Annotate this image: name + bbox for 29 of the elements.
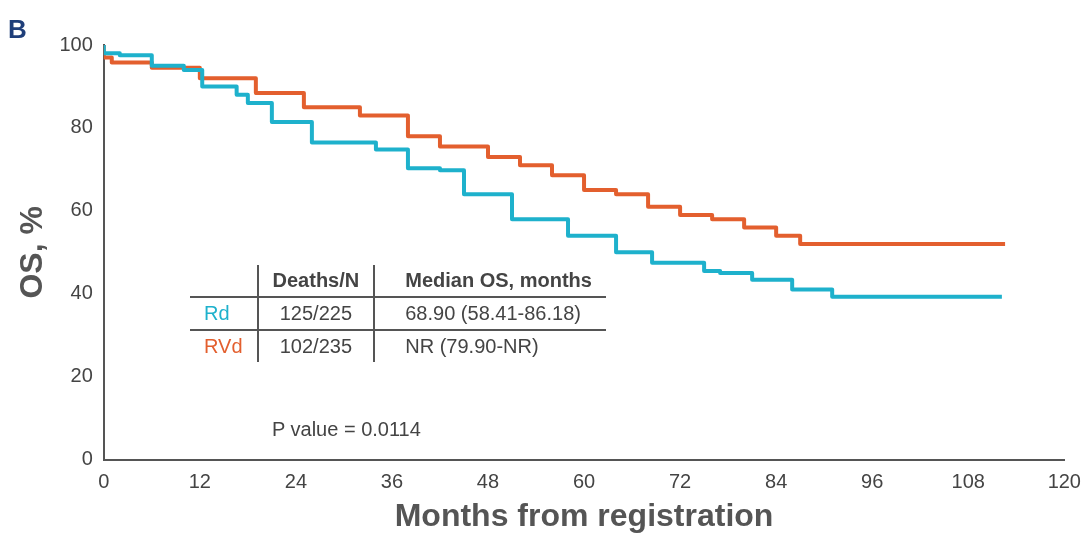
x-tick-label: 72	[668, 470, 692, 493]
y-axis-title: OS, %	[13, 206, 50, 299]
x-tick-label: 108	[951, 470, 985, 493]
text: B	[8, 14, 27, 45]
x-tick-label: 48	[476, 470, 500, 493]
y-tick-label: 60	[70, 198, 93, 221]
y-tick-label: 0	[81, 447, 93, 470]
x-tick-label: 36	[380, 470, 404, 493]
annotation: 68.90 (58.41-86.18)	[374, 297, 606, 330]
x-tick-label: 96	[861, 470, 884, 493]
y-tick-label: 80	[70, 115, 93, 138]
x-tick-label: 120	[1047, 470, 1081, 493]
x-tick-label: 60	[572, 470, 596, 493]
x-tick-label: 0	[98, 470, 110, 493]
x-tick-label: 84	[765, 470, 788, 493]
y-tick-label: 40	[70, 281, 93, 304]
text: RVd	[190, 330, 258, 362]
annotation: Deaths/N	[257, 265, 375, 297]
annotation: P value = 0.0114	[272, 418, 421, 441]
annotation: 125/225	[257, 297, 375, 330]
annotation: NR (79.90-NR)	[404, 334, 540, 359]
annotation: 102/235	[257, 330, 375, 362]
x-axis-title: Months from registration	[394, 496, 774, 533]
annotation: Median OS, months	[374, 265, 606, 297]
x-tick-label: 24	[284, 470, 307, 493]
text: Rd	[190, 297, 258, 330]
y-tick-label: 100	[59, 32, 93, 55]
y-tick-label: 20	[70, 364, 93, 387]
x-tick-label: 12	[188, 470, 211, 493]
